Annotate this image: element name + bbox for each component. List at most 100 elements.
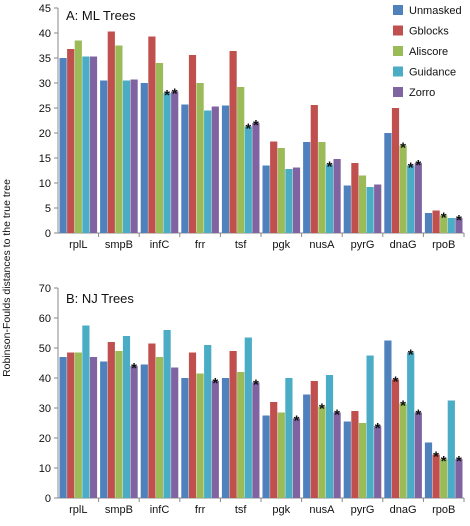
x-tick-label-smpB: smpB [105,504,133,516]
x-tick-label-smpB: smpB [105,239,133,251]
y-tick-label: 0 [45,493,51,505]
bar-unmasked-frr [181,104,189,233]
bar-gblocks-pgk [270,402,278,498]
significance-asterisk: * [245,121,251,138]
x-tick-label-dnaG: dnaG [390,239,417,251]
legend-swatch-unmasked [393,5,403,15]
bar-aliscore-pgk [277,148,285,233]
significance-asterisk: * [415,407,421,424]
legend-swatch-guidance [393,66,403,77]
bar-gblocks-nusA [310,105,318,233]
significance-asterisk: * [375,420,381,437]
bar-zorro-pyrG [374,184,382,233]
y-tick-label: 10 [39,463,51,475]
x-tick-label-tsf: tsf [235,504,248,516]
bar-gblocks-dnaG [391,379,400,498]
bar-unmasked-frr [181,378,189,498]
x-tick-label-pyrG: pyrG [351,239,375,251]
bar-guidance-frr [204,345,212,498]
bar-zorro-frr [211,106,219,233]
bar-gblocks-pyrG [351,411,359,498]
bar-unmasked-smpB [100,361,108,498]
bar-guidance-pgk [285,378,293,498]
bar-aliscore-dnaG [399,403,407,498]
bar-guidance-dnaG [407,352,415,498]
bar-gblocks-nusA [310,381,318,498]
bar-unmasked-rpoB [424,442,433,498]
bar-gblocks-rpoB [432,454,440,498]
x-tick-label-pgk: pgk [272,504,290,516]
legend-label-guidance: Guidance [409,67,456,79]
bar-guidance-nusA [325,375,334,498]
significance-asterisk: * [172,86,178,103]
x-tick-label-dnaG: dnaG [390,504,417,516]
y-tick-label: 20 [39,433,51,445]
bar-guidance-smpB [122,336,131,498]
significance-asterisk: * [327,159,333,176]
y-tick-label: 10 [39,178,51,190]
y-tick-label: 40 [39,28,51,40]
bar-aliscore-frr [196,83,204,233]
significance-asterisk: * [334,407,340,424]
bar-gblocks-rpoB [432,210,440,233]
bar-aliscore-frr [196,373,204,498]
bar-guidance-dnaG [407,165,415,233]
bar-gblocks-tsf [229,351,237,498]
y-tick-label: 0 [45,228,51,240]
significance-asterisk: * [441,453,447,470]
bar-gblocks-pgk [270,141,278,233]
bar-aliscore-nusA [318,406,326,498]
legend-swatch-gblocks [393,25,403,36]
y-tick-label: 5 [45,203,51,215]
significance-asterisk: * [456,453,462,470]
bar-aliscore-rpoB [440,215,448,233]
significance-asterisk: * [400,140,406,157]
significance-asterisk: * [294,413,300,430]
bar-aliscore-tsf [237,372,245,498]
x-tick-label-pyrG: pyrG [351,504,375,516]
bar-zorro-dnaG [414,412,422,498]
bar-zorro-smpB [130,366,138,498]
bar-unmasked-infC [140,83,148,233]
bar-unmasked-tsf [221,378,230,498]
chart-panel-nj-trees: 0 10 20 30 40 50 60 70 rplL smpB infC frr tsf pgk nusA… [39,283,465,516]
bar-guidance-pgk [285,169,293,233]
bar-gblocks-tsf [229,51,237,233]
bar-aliscore-infC [155,63,164,233]
x-tick-label-rpoB: rpoB [432,504,455,516]
bar-zorro-pyrG [374,426,382,498]
bar-unmasked-rplL [59,58,67,233]
legend-label-aliscore: Aliscore [409,46,448,58]
x-tick-label-nusA: nusA [309,239,335,251]
panel-title: A: ML Trees [66,8,136,23]
significance-asterisk: * [400,398,406,415]
x-tick-label-rpoB: rpoB [432,239,455,251]
chart-panel-ml-trees: 0 5 10 15 20 25 30 35 40 45 rplL smpB infC frr tsf pgk n… [39,3,465,251]
bar-guidance-smpB [122,80,131,233]
significance-asterisk: * [319,401,325,418]
x-tick-label-nusA: nusA [309,504,335,516]
bar-guidance-rplL [82,325,90,498]
significance-asterisk: * [131,360,137,377]
bar-guidance-pyrG [366,355,374,498]
bar-gblocks-rplL [67,49,75,233]
bar-gblocks-rplL [67,352,75,498]
y-tick-label: 30 [39,78,51,90]
bar-zorro-pgk [292,167,301,233]
bar-aliscore-rplL [74,40,82,233]
x-tick-label-tsf: tsf [235,239,248,251]
bar-zorro-rpoB [455,459,463,498]
bar-unmasked-pyrG [343,185,351,233]
shared-y-axis-label: Robinson-Foulds distances to the true tr… [1,179,13,377]
bar-guidance-rpoB [447,400,455,498]
bar-unmasked-nusA [303,394,311,498]
y-tick-label: 45 [39,3,51,15]
bar-aliscore-smpB [115,45,123,233]
chart-legend: Unmasked Gblocks Aliscore Guidance Zorro [393,5,462,99]
bar-guidance-infC [163,330,171,498]
legend-label-gblocks: Gblocks [409,26,449,38]
significance-asterisk: * [408,347,414,364]
bar-zorro-infC [171,367,179,498]
y-tick-label: 40 [39,373,51,385]
